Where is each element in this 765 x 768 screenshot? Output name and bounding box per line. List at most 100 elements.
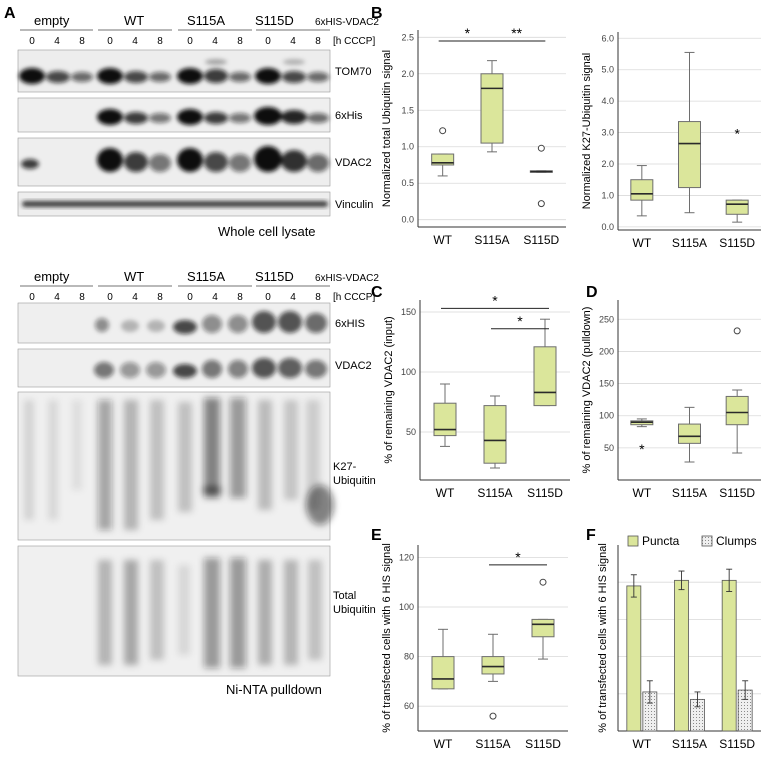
y-axis-label: % of remaining VDAC2 (pulldown) [581, 307, 593, 474]
chart-f: % of transfected cells with 6 HIS signal… [597, 534, 761, 751]
outlier-point [537, 144, 545, 152]
box [431, 153, 455, 166]
time-label-empty-0: 0 [29, 292, 35, 303]
box [533, 346, 557, 407]
construct-label: 6xHIS-VDAC2 [315, 17, 379, 28]
whole-cell-caption: Whole cell lysate [218, 224, 316, 239]
x-category-label: WT [433, 233, 452, 247]
outlier-point [537, 200, 545, 208]
time-label-empty-8: 8 [79, 292, 85, 303]
time-label-wt-8: 8 [157, 292, 163, 303]
group-label-s115a: S115A [187, 13, 225, 28]
chart-e: 60 80 100 120 % of transfected cells with 6 … [381, 543, 568, 751]
significance-label: * [517, 313, 523, 329]
construct-label-2: 6xHIS-VDAC2 [315, 273, 379, 284]
y-tick-label: 200 [599, 346, 614, 356]
x-category-label: WT [434, 737, 453, 751]
time-label-s115d-4: 4 [290, 36, 296, 47]
chart-c: 50 100 150 % of remaining VDAC2 (input) WT S1… [383, 292, 570, 500]
x-category-label: S115A [672, 737, 707, 751]
time-label-wt-0: 0 [107, 36, 113, 47]
time-labels-top: 0 4 8 0 4 8 0 4 8 0 4 8 [29, 36, 321, 47]
y-tick-label: 100 [599, 411, 614, 421]
pulldown-strip-6xhis [17, 302, 331, 344]
x-category-label: S115A [475, 737, 510, 751]
group-label-s115d: S115D [255, 13, 294, 28]
time-label-empty-0: 0 [29, 36, 35, 47]
significance-label: * [515, 549, 521, 565]
y-tick-label: 100 [401, 367, 416, 377]
outlier-point [539, 578, 547, 586]
box [531, 618, 555, 638]
time-label-s115a-0: 0 [187, 292, 193, 303]
panel-letter-c: C [371, 284, 383, 301]
box [481, 656, 505, 675]
pulldown-band-label-vdac2: VDAC2 [335, 360, 372, 372]
significance-marker: * [734, 126, 740, 142]
bar-puncta [626, 585, 642, 732]
time-label-empty-4: 4 [54, 292, 60, 303]
outlier-point [733, 327, 741, 335]
y-tick-label: 50 [406, 427, 416, 437]
box [483, 405, 507, 464]
y-tick-label: 1.0 [601, 190, 614, 200]
time-label-s115d-0: 0 [265, 36, 271, 47]
box [431, 656, 455, 690]
time-labels-bottom: 0 4 8 0 4 8 0 4 8 0 4 8 [29, 292, 321, 303]
time-label-wt-8: 8 [157, 36, 163, 47]
y-tick-label: 0.0 [601, 222, 614, 232]
y-tick-label: 2.0 [601, 159, 614, 169]
x-category-label: WT [633, 236, 652, 250]
pulldown-strip-k27-ubiquitin [17, 391, 331, 541]
group-label-wt-2: WT [124, 269, 144, 284]
y-tick-label: 50 [604, 443, 614, 453]
bar-puncta [721, 579, 737, 732]
y-tick-label: 0.0 [401, 215, 414, 225]
x-category-label: WT [436, 486, 455, 500]
y-tick-label: 60 [404, 701, 414, 711]
band-label-vdac2: VDAC2 [335, 157, 372, 169]
blot-strip-tom70 [17, 49, 331, 93]
x-category-label: S115D [719, 236, 755, 250]
group-label-s115a-2: S115A [187, 269, 225, 284]
x-category-label: S115A [672, 486, 707, 500]
time-label-empty-8: 8 [79, 36, 85, 47]
time-label-wt-4: 4 [132, 292, 138, 303]
time-label-s115d-8: 8 [315, 292, 321, 303]
chart-b: 0.0 0.5 1.0 1.5 2.0 2.5 Normalized total Ubiqu… [381, 25, 566, 247]
box [725, 395, 749, 426]
time-label-s115a-4: 4 [212, 36, 218, 47]
pulldown-band-label-k27: K27-Ubiquitin [333, 461, 376, 487]
box [433, 402, 457, 437]
time-label-s115d-0: 0 [265, 292, 271, 303]
time-label-empty-4: 4 [54, 36, 60, 47]
x-category-label: S115A [672, 236, 707, 250]
panel-letter-d: D [586, 284, 598, 301]
chart-b2: 0.0 1.0 2.0 3.0 4.0 5.0 6.0 Normalized K27-Ubiq… [581, 32, 761, 250]
pulldown-band-label-total: Total Ubiquitin [333, 590, 376, 616]
time-label-s115a-0: 0 [187, 36, 193, 47]
chart-d: 50 100 150 200 250 % of remaining VDAC2 (pull… [581, 300, 761, 500]
y-tick-label: 3.0 [601, 128, 614, 138]
significance-marker: * [639, 441, 645, 457]
y-tick-label: 150 [599, 379, 614, 389]
time-label-s115a-8: 8 [237, 36, 243, 47]
panel-letter-f: F [586, 527, 596, 544]
legend-label-puncta: Puncta [642, 534, 680, 548]
significance-label: * [465, 25, 471, 41]
box [678, 121, 701, 189]
y-axis-label: Normalized total Ubiquitin signal [381, 50, 393, 207]
y-tick-label: 150 [401, 307, 416, 317]
time-label-wt-4: 4 [132, 36, 138, 47]
x-category-label: WT [633, 737, 652, 751]
legend-label-clumps: Clumps [716, 534, 757, 548]
x-category-label: S115A [477, 486, 512, 500]
x-category-label: WT [633, 486, 652, 500]
legend-swatch-puncta [627, 535, 639, 547]
time-unit-label: [h CCCP] [333, 36, 375, 47]
y-tick-label: 0.5 [401, 178, 414, 188]
bar-puncta [674, 579, 689, 732]
legend-swatch-clumps [701, 535, 713, 547]
